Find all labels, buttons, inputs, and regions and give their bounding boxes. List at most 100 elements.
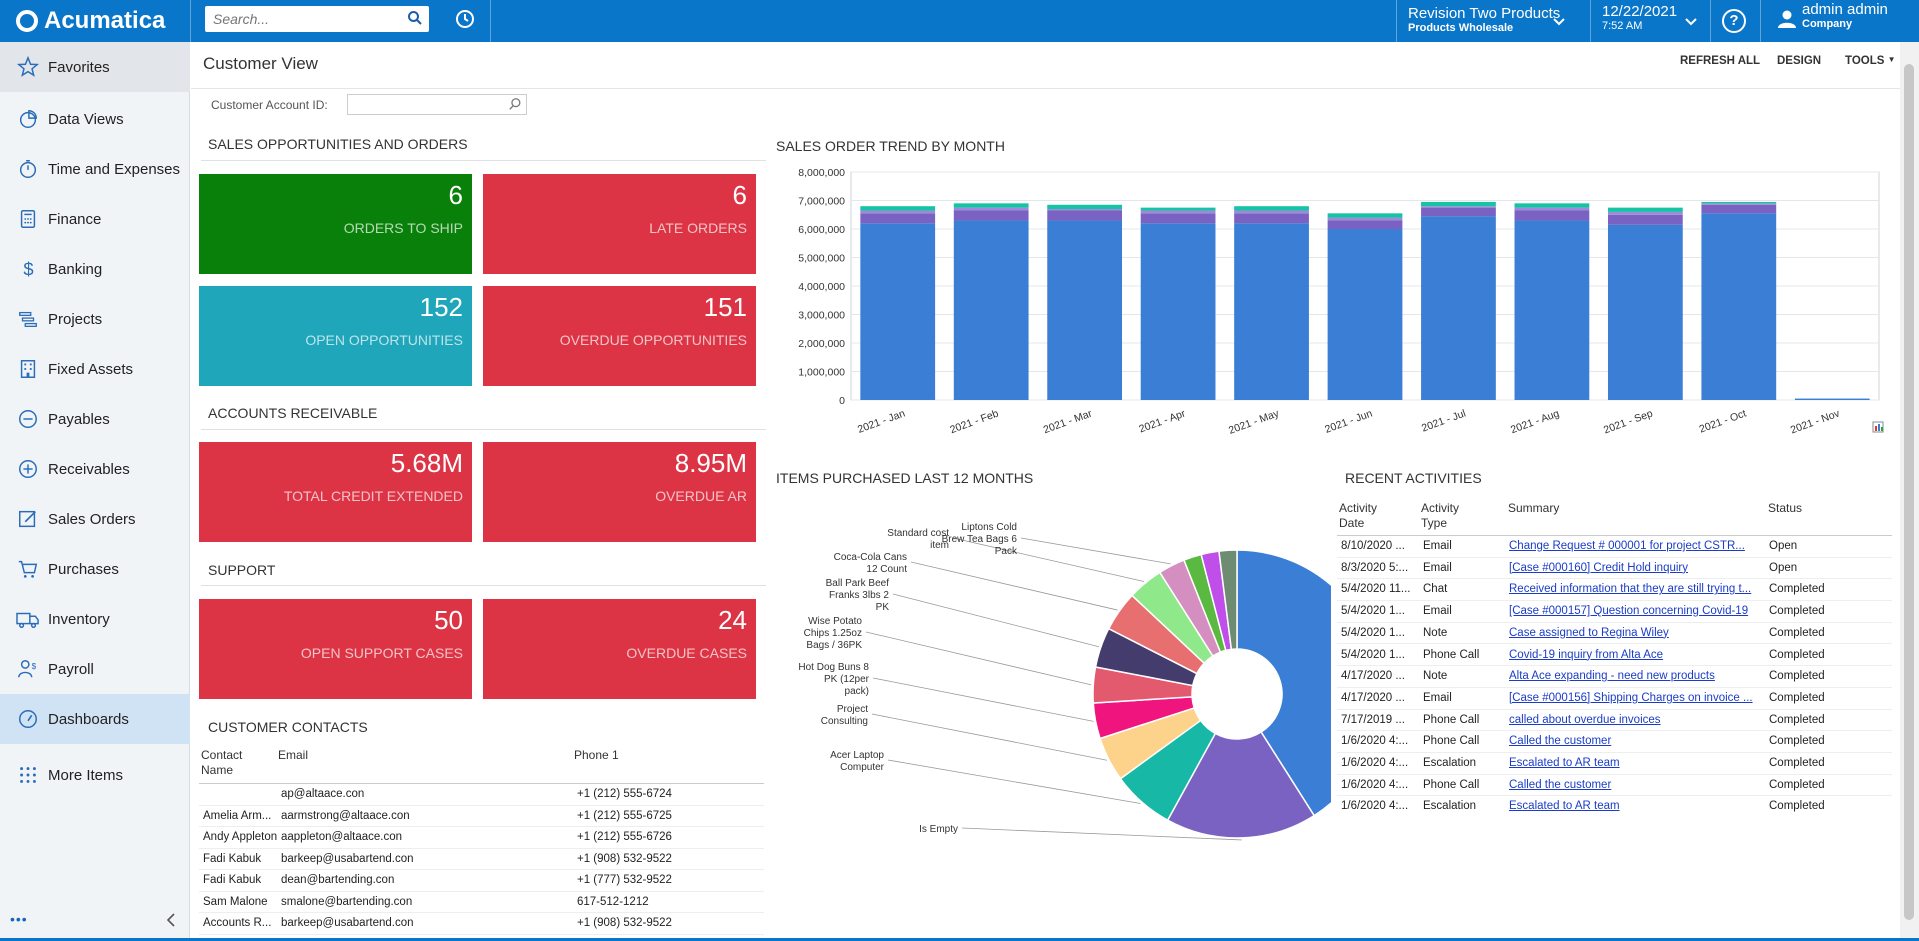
page-scrollbar[interactable] <box>1900 42 1919 941</box>
bar-segment[interactable] <box>1421 201 1496 207</box>
pie-slice[interactable] <box>1218 549 1238 651</box>
bar-segment[interactable] <box>1234 223 1309 400</box>
activity-row[interactable]: 8/10/2020 ... Email Change Request # 00000… <box>1337 536 1892 558</box>
search-box[interactable] <box>205 6 429 32</box>
activity-summary-link[interactable]: Called the customer <box>1509 735 1612 748</box>
sidebar-item-banking[interactable]: $ Banking <box>0 244 190 294</box>
bar-segment[interactable] <box>1327 229 1403 400</box>
column-header-contact-name[interactable]: Contact Name <box>201 748 243 777</box>
search-icon[interactable] <box>508 97 522 116</box>
column-header-phone[interactable]: Phone 1 <box>574 748 619 762</box>
acumatica-logo[interactable]: Acumatica <box>0 0 190 42</box>
chart-legend-icon[interactable] <box>1872 421 1884 433</box>
bar-segment[interactable] <box>1794 398 1870 400</box>
sidebar-more-dots[interactable]: ••• <box>10 911 28 927</box>
activity-row[interactable]: 5/4/2020 1... Phone Call Covid-19 inquiry … <box>1337 645 1892 667</box>
activity-summary-link[interactable]: Escalated to AR team <box>1509 757 1620 769</box>
sidebar-item-payroll[interactable]: $ Payroll <box>0 644 190 694</box>
activity-row[interactable]: 1/6/2020 4:... Escalation Escalated to AR … <box>1337 796 1892 812</box>
activity-row[interactable]: 8/3/2020 5:... Email [Case #000160] Credit… <box>1337 558 1892 580</box>
bar-segment[interactable] <box>1514 220 1590 400</box>
pie-slice[interactable] <box>1166 730 1316 839</box>
bar-segment[interactable] <box>1234 210 1309 214</box>
bar-segment[interactable] <box>1701 213 1777 400</box>
bar-segment[interactable] <box>1607 214 1683 225</box>
column-header-email[interactable]: Email <box>278 748 309 762</box>
table-row[interactable]: Accounts R... barkeep@usabartend.con +1 … <box>199 913 764 935</box>
sidebar-item-receivables[interactable]: Receivables <box>0 444 190 494</box>
bar-segment[interactable] <box>1047 209 1123 211</box>
sidebar-item-finance[interactable]: Finance <box>0 194 190 244</box>
activity-row[interactable]: 5/4/2020 1... Email [Case #000157] Questio… <box>1337 601 1892 623</box>
bar-segment[interactable] <box>1234 206 1309 211</box>
sidebar-item-fixed-assets[interactable]: Fixed Assets <box>0 344 190 394</box>
activity-row[interactable]: 1/6/2020 4:... Phone Call Called the custo… <box>1337 731 1892 753</box>
sidebar-item-more-items[interactable]: More Items <box>0 750 190 800</box>
activity-summary-link[interactable]: called about overdue invoices <box>1509 713 1661 726</box>
bar-segment[interactable] <box>1421 216 1496 400</box>
bar-segment[interactable] <box>1327 220 1403 229</box>
activity-row[interactable]: 1/6/2020 4:... Phone Call Called the custo… <box>1337 775 1892 797</box>
bar-segment[interactable] <box>1607 207 1683 212</box>
overdue-ar-tile[interactable]: 8.95M OVERDUE AR <box>483 442 756 542</box>
activity-summary-link[interactable]: Case assigned to Regina Wiley <box>1509 626 1669 639</box>
bar-segment[interactable] <box>1514 207 1590 211</box>
bar-segment[interactable] <box>1047 210 1123 221</box>
late-orders-tile[interactable]: 6 LATE ORDERS <box>483 174 756 274</box>
activity-row[interactable]: 1/6/2020 4:... Escalation Escalated to AR … <box>1337 753 1892 775</box>
bar-segment[interactable] <box>1421 206 1496 208</box>
refresh-all-button[interactable]: REFRESH ALL <box>1680 55 1761 67</box>
activity-summary-link[interactable]: Called the customer <box>1509 778 1612 791</box>
activity-row[interactable]: 4/17/2020 ... Email [Case #000156] Shippin… <box>1337 688 1892 710</box>
activity-summary-link[interactable]: Covid-19 inquiry from Alta Ace <box>1509 648 1664 661</box>
bar-segment[interactable] <box>1421 207 1496 217</box>
activity-row[interactable]: 5/4/2020 11... Chat Received information t… <box>1337 579 1892 602</box>
bar-segment[interactable] <box>1701 204 1777 214</box>
help-icon[interactable]: ? <box>1722 9 1746 33</box>
bar-segment[interactable] <box>860 213 936 224</box>
bar-segment[interactable] <box>860 206 936 211</box>
pie-slice[interactable] <box>1236 549 1331 817</box>
bar-segment[interactable] <box>953 210 1029 221</box>
sidebar-item-dashboards[interactable]: Dashboards <box>0 694 190 744</box>
table-row[interactable]: Sam Malone smalone@bartending.con 617-51… <box>199 892 764 913</box>
table-row[interactable]: ap@altaace.con +1 (212) 555-6724 <box>199 784 764 806</box>
activity-row[interactable]: 4/17/2020 ... Note Alta Ace expanding - ne… <box>1337 666 1892 688</box>
sidebar-item-sales-orders[interactable]: Sales Orders <box>0 494 190 544</box>
overdue-cases-tile[interactable]: 24 OVERDUE CASES <box>483 599 756 699</box>
activity-summary-link[interactable]: Change Request # 000001 for project CSTR… <box>1509 540 1745 552</box>
sidebar-item-favorites[interactable]: Favorites <box>0 42 190 92</box>
bar-segment[interactable] <box>1701 203 1777 205</box>
tools-menu-button[interactable]: TOOLS ▼ <box>1845 55 1896 67</box>
activity-row[interactable]: 7/17/2019 ... Phone Call called about over… <box>1337 710 1892 732</box>
bar-segment[interactable] <box>1140 223 1216 400</box>
history-button[interactable] <box>445 8 485 34</box>
bar-segment[interactable] <box>1327 217 1403 221</box>
column-header-activity-date[interactable]: Activity Date <box>1339 501 1378 530</box>
scrollbar-thumb[interactable] <box>1904 64 1914 920</box>
bar-segment[interactable] <box>1047 220 1123 400</box>
activity-row[interactable]: 5/4/2020 1... Note Case assigned to Regina… <box>1337 623 1892 645</box>
collapse-sidebar-icon[interactable] <box>165 912 177 933</box>
bar-segment[interactable] <box>1327 213 1403 218</box>
table-row[interactable]: Amelia Arm... aarmstrong@altaace.con +1 … <box>199 806 764 827</box>
orders-to-ship-tile[interactable]: 6 ORDERS TO SHIP <box>199 174 472 274</box>
bar-segment[interactable] <box>1607 224 1683 400</box>
bar-segment[interactable] <box>1234 213 1309 224</box>
table-row[interactable]: Fadi Kabuk dean@bartending.con +1 (777) … <box>199 870 764 892</box>
open-opportunities-tile[interactable]: 152 OPEN OPPORTUNITIES <box>199 286 472 386</box>
open-support-cases-tile[interactable]: 50 OPEN SUPPORT CASES <box>199 599 472 699</box>
branch-selector[interactable]: Revision Two Products Products Wholesale <box>1396 0 1571 42</box>
search-icon[interactable] <box>407 10 423 31</box>
sidebar-item-projects[interactable]: Projects <box>0 294 190 344</box>
bar-segment[interactable] <box>953 220 1029 400</box>
business-date-selector[interactable]: 12/22/2021 7:52 AM <box>1598 0 1708 42</box>
customer-account-input[interactable] <box>347 94 527 115</box>
bar-segment[interactable] <box>1047 204 1123 210</box>
overdue-opportunities-tile[interactable]: 151 OVERDUE OPPORTUNITIES <box>483 286 756 386</box>
bar-segment[interactable] <box>1607 211 1683 215</box>
activity-summary-link[interactable]: Received information that they are still… <box>1509 583 1752 596</box>
activity-summary-link[interactable]: [Case #000156] Shipping Charges on invoi… <box>1509 691 1753 704</box>
table-row[interactable]: Andy Appleton aappleton@altaace.con +1 (… <box>199 827 764 849</box>
bar-segment[interactable] <box>860 223 936 400</box>
